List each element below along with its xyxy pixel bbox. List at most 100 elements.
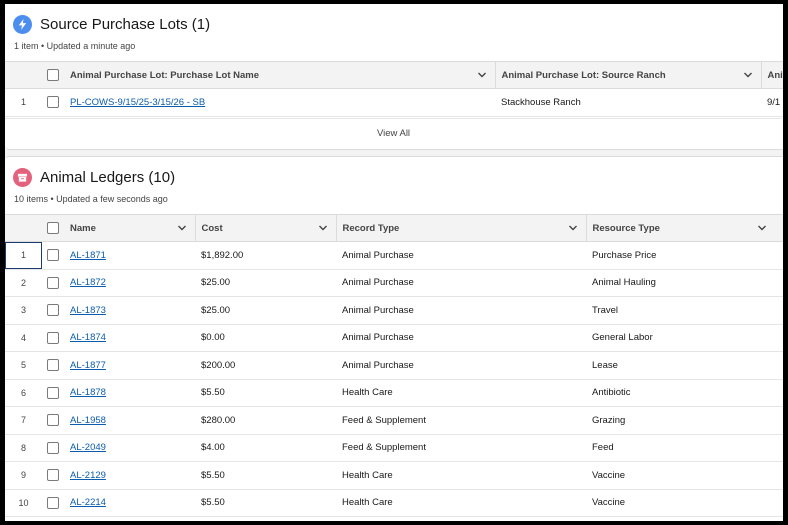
row-number[interactable]: 10 (5, 489, 42, 517)
row-number[interactable]: 2 (5, 269, 42, 297)
ledger-name-link[interactable]: AL-1874 (70, 332, 106, 344)
column-header-resource-type[interactable]: Resource Type (586, 214, 783, 242)
ledger-name-link[interactable]: AL-2214 (70, 497, 106, 509)
row-number[interactable]: 8 (5, 434, 42, 462)
ledgers-title[interactable]: Animal Ledgers (10) (40, 169, 176, 186)
ledger-name-cell: AL-2049 (64, 434, 195, 462)
ledger-name-cell: AL-1872 (64, 269, 195, 297)
related-lists-panel: Source Purchase Lots (1) 1 item • Update… (5, 4, 783, 521)
row-number[interactable]: 5 (5, 351, 42, 380)
record-type-cell: Feed & Supplement (336, 406, 586, 435)
column-header-name[interactable]: Name (64, 214, 196, 242)
table-row: 3 AL-1873 $25.00 Animal Purchase Travel (5, 296, 783, 325)
select-all-checkbox[interactable] (47, 222, 59, 234)
table-row: 1 AL-1871 $1,892.00 Animal Purchase Purchase… (5, 241, 783, 270)
table-row: 6 AL-1878 $5.50 Health Care Antibiotic (5, 379, 783, 407)
column-header-source-ranch[interactable]: Animal Purchase Lot: Source Ranch (495, 61, 762, 89)
ledgers-header-row: Name Cost Record Type Resource Type (5, 214, 783, 242)
column-header-purchase-lot-name[interactable]: Animal Purchase Lot: Purchase Lot Name (64, 61, 496, 89)
chevron-down-icon[interactable] (318, 223, 328, 233)
row-checkbox[interactable] (47, 359, 59, 372)
chevron-down-icon[interactable] (743, 70, 753, 80)
ledgers-header: Animal Ledgers (10) (13, 168, 175, 187)
ledger-name-cell: AL-1874 (64, 324, 195, 352)
resource-type-cell: Feed (586, 434, 783, 462)
lots-subtitle: 1 item • Updated a minute ago (14, 41, 136, 51)
row-checkbox[interactable] (47, 496, 59, 509)
ledger-name-link[interactable]: AL-1873 (70, 304, 106, 316)
row-number[interactable]: 6 (5, 379, 42, 407)
ledger-name-link[interactable]: AL-1877 (70, 359, 106, 371)
row-number[interactable]: 9 (5, 461, 42, 490)
row-number[interactable]: 7 (5, 406, 42, 435)
cost-cell: $25.00 (195, 296, 336, 325)
select-all-cell (42, 214, 64, 242)
row-select-cell (42, 269, 64, 297)
row-number[interactable]: 4 (5, 324, 42, 352)
lots-header-row: Animal Purchase Lot: Purchase Lot Name A… (5, 61, 783, 89)
cost-cell: $280.00 (195, 406, 336, 435)
select-all-checkbox[interactable] (47, 69, 59, 81)
row-checkbox[interactable] (47, 386, 59, 399)
chevron-down-icon[interactable] (477, 70, 487, 80)
row-select-cell (42, 324, 64, 352)
lots-header: Source Purchase Lots (1) (13, 15, 210, 34)
row-number[interactable]: 1 (5, 241, 42, 270)
ledger-name-link[interactable]: AL-1872 (70, 277, 106, 289)
row-select-cell (42, 461, 64, 490)
ledger-name-cell: AL-2129 (64, 461, 195, 490)
ledger-name-link[interactable]: AL-1958 (70, 414, 106, 426)
row-checkbox[interactable] (47, 414, 59, 427)
record-type-cell: Health Care (336, 489, 586, 517)
purchase-lot-link[interactable]: PL-COWS-9/15/25-3/15/26 - SB (70, 96, 206, 108)
ledger-name-link[interactable]: AL-1871 (70, 249, 106, 261)
row-checkbox[interactable] (47, 304, 59, 317)
lots-title[interactable]: Source Purchase Lots (1) (40, 16, 211, 33)
resource-type-cell: Vaccine (586, 489, 783, 517)
purchase-lot-name-cell: PL-COWS-9/15/25-3/15/26 - SB (64, 88, 495, 117)
resource-type-cell: Antibiotic (586, 379, 783, 407)
ledger-name-link[interactable]: AL-2129 (70, 469, 106, 481)
cost-cell: $0.00 (195, 324, 336, 352)
source-purchase-lots-card: Source Purchase Lots (1) 1 item • Update… (5, 4, 783, 150)
card-gap (5, 150, 783, 157)
row-checkbox[interactable] (47, 96, 59, 109)
column-header-record-type[interactable]: Record Type (336, 214, 587, 242)
ledger-name-link[interactable]: AL-1878 (70, 387, 106, 399)
chevron-down-icon[interactable] (177, 223, 187, 233)
row-checkbox[interactable] (47, 249, 59, 262)
select-all-cell (42, 61, 64, 89)
row-select-cell (42, 241, 64, 270)
ledger-name-link[interactable]: AL-2049 (70, 442, 106, 454)
row-select-cell (42, 88, 64, 117)
table-row: 8 AL-2049 $4.00 Feed & Supplement Feed (5, 434, 783, 462)
ledger-name-cell: AL-1871 (64, 241, 195, 270)
resource-type-cell: Animal Hauling (586, 269, 783, 297)
lots-table: Animal Purchase Lot: Purchase Lot Name A… (5, 61, 783, 117)
record-type-cell: Animal Purchase (336, 241, 586, 270)
ledger-name-cell: AL-1877 (64, 351, 195, 380)
chevron-down-icon[interactable] (757, 223, 767, 233)
row-checkbox[interactable] (47, 276, 59, 289)
chevron-down-icon[interactable] (568, 223, 578, 233)
row-checkbox[interactable] (47, 441, 59, 454)
column-header-truncated[interactable]: Ani (761, 61, 783, 89)
row-checkbox[interactable] (47, 469, 59, 482)
row-checkbox[interactable] (47, 331, 59, 344)
column-header-cost[interactable]: Cost (195, 214, 337, 242)
cost-cell: $1,892.00 (195, 241, 336, 270)
row-number[interactable]: 3 (5, 296, 42, 325)
table-row: 7 AL-1958 $280.00 Feed & Supplement Grazing (5, 406, 783, 435)
record-type-cell: Feed & Supplement (336, 434, 586, 462)
row-number: 1 (5, 88, 42, 117)
record-type-cell: Health Care (336, 379, 586, 407)
table-row: 9 AL-2129 $5.50 Health Care Vaccine (5, 461, 783, 490)
resource-type-cell: General Labor (586, 324, 783, 352)
record-type-cell: Health Care (336, 461, 586, 490)
ledger-name-cell: AL-2214 (64, 489, 195, 517)
view-all-link[interactable]: View All (5, 118, 782, 147)
table-row: 5 AL-1877 $200.00 Animal Purchase Lease (5, 351, 783, 380)
table-row: 1 PL-COWS-9/15/25-3/15/26 - SB Stackhous… (5, 88, 783, 117)
cost-cell: $25.00 (195, 269, 336, 297)
cost-cell: $5.50 (195, 379, 336, 407)
